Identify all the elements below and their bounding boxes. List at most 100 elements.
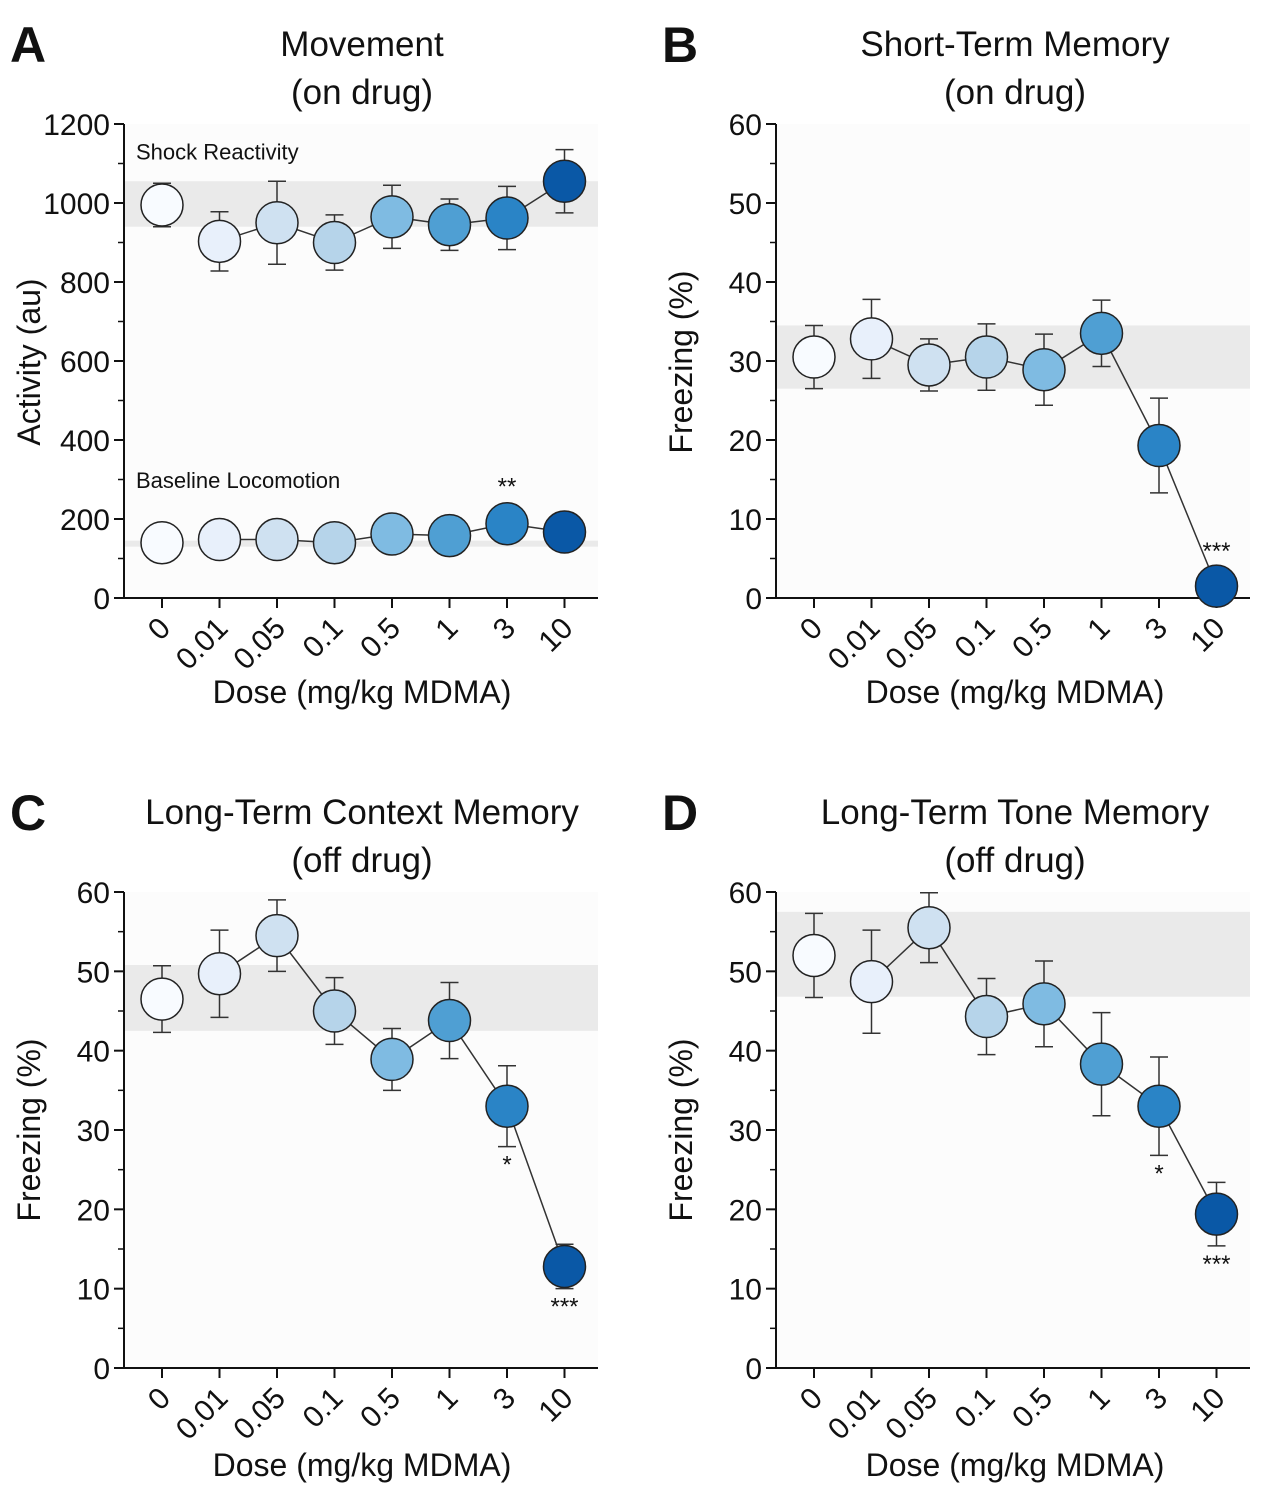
data-point xyxy=(792,335,836,379)
y-tick-label: 40 xyxy=(77,1036,110,1069)
x-tick-label: 0.1 xyxy=(297,612,350,665)
data-point xyxy=(427,998,472,1043)
data-point xyxy=(197,951,242,996)
y-tick-label: 600 xyxy=(60,346,110,379)
y-tick-label: 0 xyxy=(93,1353,110,1386)
x-tick-label: 1 xyxy=(1081,612,1116,647)
y-tick-label: 1200 xyxy=(43,109,110,142)
data-point xyxy=(1022,982,1066,1026)
x-axis-label: Dose (mg/kg MDMA) xyxy=(213,1447,512,1483)
x-tick-label: 0.05 xyxy=(879,1382,944,1447)
x-tick-label: 0.05 xyxy=(879,612,944,677)
plot-background xyxy=(124,892,598,1368)
significance-marker: ** xyxy=(498,474,517,501)
significance-marker: *** xyxy=(1202,1251,1230,1278)
x-tick-label: 0.05 xyxy=(227,612,292,677)
x-tick-label: 0.1 xyxy=(949,612,1002,665)
data-point xyxy=(370,195,414,239)
x-tick-label: 0.5 xyxy=(354,1382,407,1435)
data-point xyxy=(1079,311,1124,356)
y-tick-label: 1000 xyxy=(43,188,110,221)
y-tick-label: 60 xyxy=(729,877,762,910)
y-tick-label: 30 xyxy=(77,1115,110,1148)
data-point xyxy=(907,343,951,387)
y-tick-label: 20 xyxy=(77,1194,110,1227)
x-tick-label: 0.01 xyxy=(170,612,235,677)
significance-marker: *** xyxy=(550,1294,578,1321)
y-axis-label: Activity (au) xyxy=(11,278,47,445)
data-point xyxy=(427,202,472,247)
x-tick-label: 1 xyxy=(1081,1382,1116,1417)
data-point xyxy=(542,510,587,554)
band-label: Shock Reactivity xyxy=(136,140,299,165)
panel-a: A Movement (on drug) Dose (mg/kg MDMA) A… xyxy=(10,17,598,710)
data-point xyxy=(485,1084,529,1128)
panel-c: C Long-Term Context Memory (off drug) Do… xyxy=(10,785,598,1483)
y-tick-label: 60 xyxy=(729,109,762,142)
panel-letter: C xyxy=(10,785,46,841)
y-tick-label: 10 xyxy=(77,1274,110,1307)
x-tick-label: 10 xyxy=(533,612,580,659)
y-tick-label: 20 xyxy=(729,425,762,458)
data-point xyxy=(485,196,529,240)
y-tick-label: 400 xyxy=(60,425,110,458)
data-point xyxy=(312,989,357,1033)
data-point xyxy=(849,317,894,361)
x-tick-label: 1 xyxy=(429,612,464,647)
x-tick-label: 0 xyxy=(794,1382,829,1417)
data-point xyxy=(140,183,184,227)
data-point xyxy=(255,201,299,245)
data-point xyxy=(1079,1042,1124,1086)
chart-title-line-2: (off drug) xyxy=(944,841,1085,880)
chart-title-line-2: (off drug) xyxy=(291,841,432,880)
y-tick-label: 800 xyxy=(60,267,110,300)
x-tick-label: 0.5 xyxy=(354,612,407,665)
x-tick-label: 3 xyxy=(1139,612,1174,647)
data-point xyxy=(1137,1084,1181,1128)
x-axis-label: Dose (mg/kg MDMA) xyxy=(213,674,512,710)
x-tick-label: 0.05 xyxy=(227,1382,292,1447)
x-tick-label: 0.1 xyxy=(297,1382,350,1435)
data-point xyxy=(792,933,836,978)
x-axis-label: Dose (mg/kg MDMA) xyxy=(866,1447,1165,1483)
x-tick-label: 0 xyxy=(142,612,177,647)
x-tick-label: 1 xyxy=(429,1382,464,1417)
data-point xyxy=(964,335,1009,379)
data-point xyxy=(849,959,894,1004)
x-tick-label: 10 xyxy=(533,1382,580,1429)
data-point xyxy=(964,994,1009,1039)
y-tick-label: 30 xyxy=(729,346,762,379)
data-point xyxy=(140,520,184,565)
y-tick-label: 40 xyxy=(729,1036,762,1069)
data-point xyxy=(1137,423,1181,468)
x-tick-label: 0 xyxy=(794,612,829,647)
data-point xyxy=(140,977,184,1021)
data-point xyxy=(255,913,299,958)
reference-band xyxy=(124,540,598,547)
data-point xyxy=(542,1244,587,1289)
x-tick-label: 0.1 xyxy=(949,1382,1002,1435)
panel-letter: A xyxy=(10,17,46,73)
x-tick-label: 3 xyxy=(487,612,522,647)
data-point xyxy=(1194,564,1239,608)
band-label: Baseline Locomotion xyxy=(136,468,340,493)
x-tick-label: 10 xyxy=(1185,1382,1232,1429)
x-tick-label: 0.5 xyxy=(1006,1382,1059,1435)
y-axis-label: Freezing (%) xyxy=(11,1038,47,1221)
y-tick-label: 0 xyxy=(745,1353,762,1386)
data-point xyxy=(370,1037,414,1082)
data-point xyxy=(427,513,472,558)
data-point xyxy=(485,501,529,546)
data-point xyxy=(370,512,414,556)
y-tick-label: 60 xyxy=(77,877,110,910)
x-tick-label: 0.01 xyxy=(822,612,887,677)
reference-band xyxy=(776,325,1250,389)
x-tick-label: 0.5 xyxy=(1006,612,1059,665)
data-point xyxy=(542,159,587,204)
y-axis-label: Freezing (%) xyxy=(663,1038,699,1221)
data-point xyxy=(197,219,242,264)
